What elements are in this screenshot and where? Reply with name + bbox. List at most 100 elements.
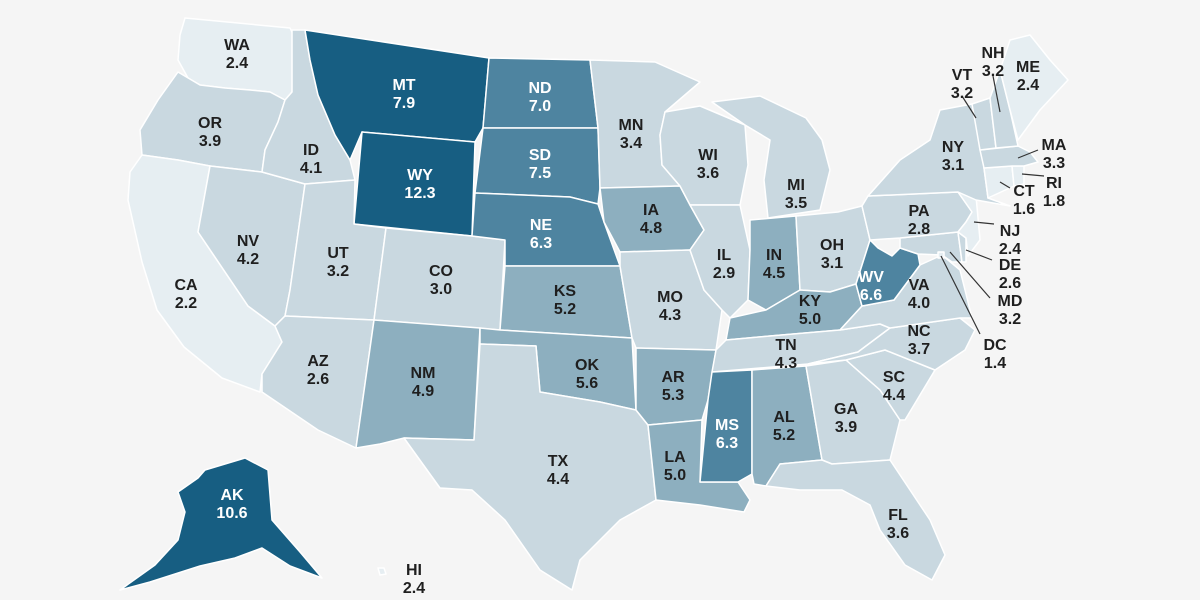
- label-vt: VT 3.2: [951, 67, 973, 102]
- state-labels: WA 2.4OR 3.9CA 2.2NV 4.2ID 4.1MT 7.9WY 12.3UT 3.…: [174, 37, 1066, 597]
- state-abbr-nj: NJ: [1000, 223, 1020, 240]
- state-abbr-dc: DC: [983, 337, 1007, 354]
- leader-line-nj: [973, 221, 995, 225]
- label-ar: AR 5.3: [661, 369, 685, 404]
- state-ma[interactable]: [979, 145, 1039, 169]
- state-value-il: 2.9: [713, 265, 735, 282]
- state-nj[interactable]: [957, 191, 981, 257]
- state-il[interactable]: [689, 204, 751, 319]
- state-abbr-az: AZ: [307, 353, 329, 370]
- label-ri: RI 1.8: [1043, 175, 1065, 210]
- state-value-ak: 10.6: [216, 505, 247, 522]
- state-value-fl: 3.6: [887, 525, 909, 542]
- label-wy: WY 12.3: [404, 167, 435, 202]
- state-value-wi: 3.6: [697, 165, 719, 182]
- state-ct[interactable]: [983, 165, 1015, 199]
- label-co: CO 3.0: [429, 263, 453, 298]
- state-value-va: 4.0: [908, 295, 930, 312]
- state-value-wv: 6.6: [860, 287, 882, 304]
- state-abbr-hi: HI: [406, 562, 422, 579]
- state-abbr-de: DE: [999, 257, 1022, 274]
- state-value-nm: 4.9: [412, 383, 434, 400]
- label-tx: TX 4.4: [547, 453, 569, 488]
- label-tn: TN 4.3: [775, 337, 797, 372]
- label-mn: MN 3.4: [619, 117, 644, 152]
- state-abbr-la: LA: [664, 449, 686, 466]
- leader-line-vt: [961, 95, 977, 119]
- state-abbr-or: OR: [198, 115, 222, 132]
- label-sc: SC 4.4: [883, 369, 906, 404]
- state-value-mt: 7.9: [393, 95, 415, 112]
- state-abbr-md: MD: [998, 293, 1023, 310]
- label-ny: NY 3.1: [942, 139, 965, 174]
- state-value-me: 2.4: [1017, 77, 1039, 94]
- label-ak: AK 10.6: [216, 487, 247, 522]
- label-ct: CT 1.6: [1013, 183, 1035, 218]
- state-ak[interactable]: [119, 457, 323, 591]
- state-value-ga: 3.9: [835, 419, 857, 436]
- state-hi[interactable]: [377, 567, 387, 576]
- state-abbr-ny: NY: [942, 139, 965, 156]
- state-tx[interactable]: [403, 343, 657, 591]
- state-value-az: 2.6: [307, 371, 329, 388]
- label-in: IN 4.5: [763, 247, 785, 282]
- state-abbr-sd: SD: [529, 147, 551, 164]
- label-wv: WV 6.6: [858, 269, 884, 304]
- state-abbr-wv: WV: [858, 269, 884, 286]
- state-fl[interactable]: [765, 459, 946, 581]
- state-abbr-va: VA: [908, 277, 929, 294]
- state-abbr-ms: MS: [715, 417, 739, 434]
- label-ma: MA 3.3: [1042, 137, 1067, 172]
- state-abbr-oh: OH: [820, 237, 844, 254]
- label-ky: KY 5.0: [799, 293, 822, 328]
- state-abbr-ar: AR: [661, 369, 685, 386]
- label-nc: NC 3.7: [907, 323, 931, 358]
- state-value-ne: 6.3: [530, 235, 552, 252]
- state-value-hi: 2.4: [403, 580, 425, 597]
- label-ut: UT 3.2: [327, 245, 349, 280]
- leader-line-ri: [1021, 173, 1045, 177]
- state-value-id: 4.1: [300, 160, 322, 177]
- label-nd: ND 7.0: [528, 80, 551, 115]
- state-abbr-tn: TN: [775, 337, 796, 354]
- state-abbr-il: IL: [717, 247, 731, 264]
- state-dc[interactable]: [937, 251, 945, 259]
- leader-line-md: [949, 251, 991, 299]
- state-value-wy: 12.3: [404, 185, 435, 202]
- state-la[interactable]: [647, 419, 751, 513]
- state-value-ca: 2.2: [175, 295, 197, 312]
- state-abbr-nv: NV: [237, 233, 260, 250]
- label-nh: NH 3.2: [981, 45, 1004, 80]
- state-abbr-nd: ND: [528, 80, 551, 97]
- state-value-nh: 3.2: [982, 63, 1004, 80]
- state-abbr-wi: WI: [698, 147, 718, 164]
- state-value-in: 4.5: [763, 265, 785, 282]
- state-me[interactable]: [999, 34, 1069, 141]
- state-abbr-mt: MT: [392, 77, 415, 94]
- state-nh[interactable]: [989, 69, 1019, 149]
- state-abbr-nc: NC: [907, 323, 931, 340]
- label-hi: HI 2.4: [403, 562, 425, 597]
- label-nm: NM 4.9: [411, 365, 436, 400]
- state-shapes: [119, 17, 1069, 591]
- state-value-wa: 2.4: [226, 55, 248, 72]
- state-abbr-fl: FL: [888, 507, 908, 524]
- state-value-pa: 2.8: [908, 221, 930, 238]
- state-value-mo: 4.3: [659, 307, 681, 324]
- state-abbr-ne: NE: [530, 217, 553, 234]
- state-mi[interactable]: [711, 95, 831, 219]
- state-value-mn: 3.4: [620, 135, 642, 152]
- state-co[interactable]: [373, 227, 506, 331]
- leader-line-dc: [940, 255, 981, 335]
- state-value-ma: 3.3: [1043, 155, 1065, 172]
- state-abbr-tx: TX: [548, 453, 569, 470]
- state-abbr-me: ME: [1016, 59, 1040, 76]
- leader-lines: [940, 75, 1045, 335]
- state-abbr-ma: MA: [1042, 137, 1067, 154]
- label-ne: NE 6.3: [530, 217, 553, 252]
- state-value-or: 3.9: [199, 133, 221, 150]
- label-wa: WA 2.4: [224, 37, 250, 72]
- state-value-ia: 4.8: [640, 220, 662, 237]
- state-abbr-ga: GA: [834, 401, 858, 418]
- state-wy[interactable]: [353, 131, 476, 237]
